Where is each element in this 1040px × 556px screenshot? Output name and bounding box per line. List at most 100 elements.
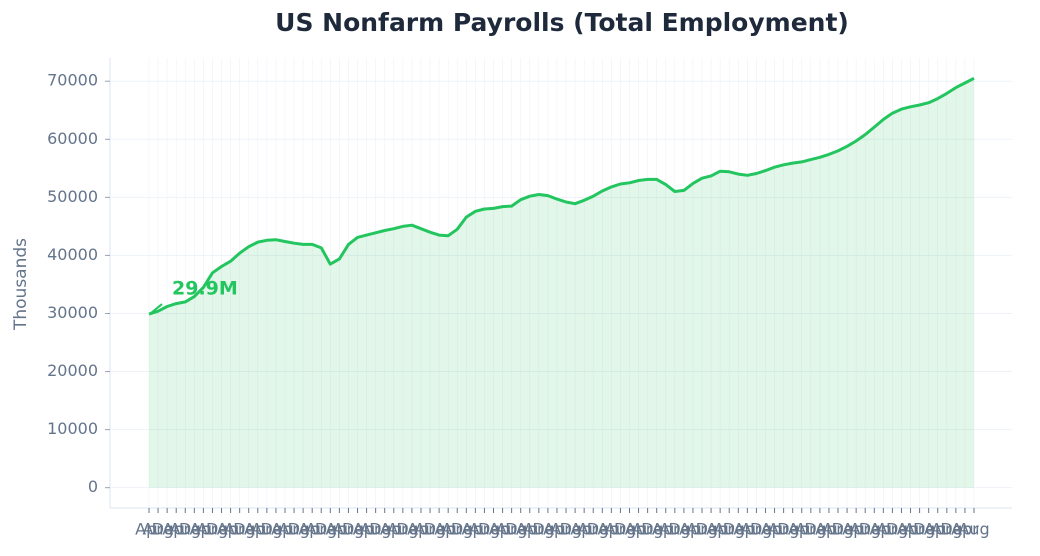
x-tick-label: Dec — [913, 520, 944, 539]
x-tick-label: Apr — [326, 520, 354, 539]
x-tick-label: Apr — [298, 520, 326, 539]
x-tick-label: Dec — [342, 520, 373, 539]
x-tick-label: Aug — [659, 520, 690, 539]
x-tick-label: Apr — [951, 520, 979, 539]
x-tick-label: Dec — [369, 520, 400, 539]
x-tick-label: Dec — [886, 520, 917, 539]
x-tick-label: Dec — [206, 520, 237, 539]
x-tick-label: Dec — [587, 520, 618, 539]
y-tick-label: 40000 — [47, 245, 98, 264]
x-tick-label: Aug — [632, 520, 663, 539]
x-tick-label: Dec — [804, 520, 835, 539]
x-tick-label: Apr — [869, 520, 897, 539]
x-tick-label: Dec — [179, 520, 210, 539]
x-tick-label: Apr — [217, 520, 245, 539]
x-tick-label: Aug — [306, 520, 337, 539]
x-tick-label: Dec — [750, 520, 781, 539]
x-tick-label: Aug — [523, 520, 554, 539]
x-tick-label: Apr — [162, 520, 190, 539]
area — [149, 78, 974, 488]
x-tick-label: Dec — [832, 520, 863, 539]
x-tick-label: Dec — [152, 520, 183, 539]
x-tick-label: Apr — [543, 520, 571, 539]
line — [148, 76, 975, 316]
x-tick-label: Dec — [641, 520, 672, 539]
x-tick-label: Dec — [668, 520, 699, 539]
x-tick-label: Apr — [271, 520, 299, 539]
x-tick-label: Aug — [768, 520, 799, 539]
x-tick-label: Dec — [723, 520, 754, 539]
x-tick-label: Apr — [788, 520, 816, 539]
x-tick-label: Dec — [478, 520, 509, 539]
x-tick-label: Apr — [353, 520, 381, 539]
x-tick-label: Dec — [614, 520, 645, 539]
x-tick-label: Apr — [489, 520, 517, 539]
y-tick-label: 20000 — [47, 361, 98, 380]
x-tick-label: Apr — [842, 520, 870, 539]
x-tick-label: Apr — [924, 520, 952, 539]
y-tick-label: 0 — [88, 477, 98, 496]
y-tick-label: 10000 — [47, 419, 98, 438]
x-tick-label: Aug — [278, 520, 309, 539]
x-tick-label: Dec — [859, 520, 890, 539]
x-tick-label: Dec — [396, 520, 427, 539]
x-tick-label: Aug — [795, 520, 826, 539]
x-tick-label: Apr — [652, 520, 680, 539]
x-tick-label: Dec — [288, 520, 319, 539]
x-tick-label: Dec — [233, 520, 264, 539]
annotation: 29.9M — [172, 278, 238, 300]
x-tick-label: Aug — [578, 520, 609, 539]
x-tick-label: Aug — [714, 520, 745, 539]
x-tick-label: Apr — [598, 520, 626, 539]
y-tick-label: 30000 — [47, 303, 98, 322]
x-tick-label: Aug — [850, 520, 881, 539]
x-tick-label: Apr — [462, 520, 490, 539]
x-tick-label: Apr — [761, 520, 789, 539]
x-tick-label: Dec — [560, 520, 591, 539]
x-tick-label: Aug — [251, 520, 282, 539]
x-tick-label: Apr — [815, 520, 843, 539]
x-tick-label: Aug — [686, 520, 717, 539]
x-tick-label: Aug — [333, 520, 364, 539]
x-tick-label: Aug — [741, 520, 772, 539]
x-tick-label: Apr — [706, 520, 734, 539]
x-tick-label: Apr — [407, 520, 435, 539]
x-tick-label: Apr — [734, 520, 762, 539]
y-tick-label: 70000 — [47, 71, 98, 90]
x-tick-label: Apr — [679, 520, 707, 539]
x-tick-label: Aug — [142, 520, 173, 539]
x-tick-label: Aug — [605, 520, 636, 539]
x-tick-label: Aug — [496, 520, 527, 539]
x-tick-label: Apr — [897, 520, 925, 539]
annotation-arrow — [150, 303, 163, 314]
x-tick-label: Aug — [387, 520, 418, 539]
x-tick-label: Apr — [190, 520, 218, 539]
x-tick-label: Aug — [442, 520, 473, 539]
x-tick-label: Aug — [877, 520, 908, 539]
y-axis-label: Thousands — [11, 238, 31, 331]
x-tick-label: Apr — [135, 520, 163, 539]
x-tick-label: Aug — [904, 520, 935, 539]
x-tick-label: Aug — [414, 520, 445, 539]
x-tick-label: Dec — [260, 520, 291, 539]
y-tick-label: 50000 — [47, 187, 98, 206]
x-tick-label: Aug — [360, 520, 391, 539]
x-tick-label: Dec — [424, 520, 455, 539]
x-tick-label: Apr — [380, 520, 408, 539]
x-tick-label: Apr — [244, 520, 272, 539]
x-tick-label: Dec — [940, 520, 971, 539]
x-tick-label: Aug — [170, 520, 201, 539]
x-tick-label: Dec — [315, 520, 346, 539]
x-tick-label: Dec — [451, 520, 482, 539]
x-tick-label: Dec — [777, 520, 808, 539]
x-tick-label: Aug — [224, 520, 255, 539]
x-tick-label: Aug — [822, 520, 853, 539]
x-tick-label: Apr — [434, 520, 462, 539]
x-tick-label: Aug — [469, 520, 500, 539]
x-tick-label: Apr — [625, 520, 653, 539]
x-tick-label: Aug — [958, 520, 989, 539]
x-tick-label: Apr — [570, 520, 598, 539]
x-tick-label: Apr — [516, 520, 544, 539]
x-tick-label: Dec — [532, 520, 563, 539]
x-tick-label: Aug — [931, 520, 962, 539]
